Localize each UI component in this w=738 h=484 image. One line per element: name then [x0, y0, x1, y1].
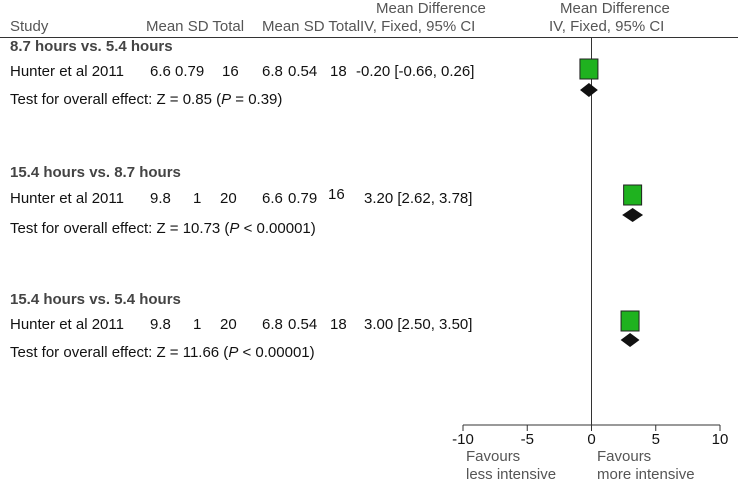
mean2-value: 6.8 [262, 63, 283, 80]
overall-effect-post: < 0.00001) [239, 220, 316, 237]
sd2-value: 0.79 [288, 190, 318, 207]
favours-right-line1: Favours [597, 448, 652, 465]
sd1-value: 0.79 [175, 63, 205, 80]
study-name: Hunter et al 2011 [10, 190, 124, 207]
n2-value: 16 [328, 186, 345, 203]
overall-effect: Test for overall effect: Z = 11.66 (P < … [10, 344, 315, 362]
sd2-value: 0.54 [288, 316, 318, 333]
overall-effect-post: = 0.39) [231, 91, 283, 108]
favours-left-line1: Favours [466, 448, 521, 465]
favours-left-line2: less intensive [466, 466, 557, 483]
overall-effect-post: < 0.00001) [238, 344, 315, 361]
study-weight-square [620, 310, 640, 332]
header-ci-line1: Mean Difference [376, 0, 486, 17]
favours-right-line2: more intensive [597, 466, 695, 483]
x-tick-label: 5 [652, 431, 660, 448]
study-weight-square [623, 184, 643, 206]
study-weight-square [579, 58, 599, 80]
mean2-value: 6.6 [262, 190, 283, 207]
mean1-value: 9.8 [150, 190, 171, 207]
mean2-value: 6.8 [262, 316, 283, 333]
overall-effect-p: P [228, 344, 239, 361]
overall-effect: Test for overall effect: Z = 0.85 (P = 0… [10, 91, 282, 109]
header-group1: Mean SD Total [146, 18, 245, 35]
n1-value: 20 [220, 316, 237, 333]
pooled-diamond [622, 208, 644, 222]
x-tick-label: 0 [587, 431, 595, 448]
x-tick-label: -10 [452, 431, 474, 448]
sd1-value: 1 [193, 316, 202, 333]
overall-effect: Test for overall effect: Z = 10.73 (P < … [10, 220, 316, 238]
ci-text: 3.00 [2.50, 3.50] [364, 316, 473, 333]
subgroup-title: 15.4 hours vs. 5.4 hours [10, 291, 181, 308]
x-tick-label: 10 [712, 431, 729, 448]
sd2-value: 0.54 [288, 63, 318, 80]
header-ci-line2: IV, Fixed, 95% CI [360, 18, 476, 35]
n1-value: 16 [222, 63, 239, 80]
n2-value: 18 [330, 63, 347, 80]
header-study: Study [10, 18, 49, 35]
x-tick-label: -5 [521, 431, 534, 448]
header-plot-line1: Mean Difference [560, 0, 670, 17]
header-group2: Mean SD Total [262, 18, 361, 35]
overall-effect-pre: Test for overall effect: Z = 0.85 ( [10, 91, 222, 108]
overall-effect-pre: Test for overall effect: Z = 10.73 ( [10, 220, 230, 237]
ci-text: -0.20 [-0.66, 0.26] [356, 63, 475, 80]
n2-value: 18 [330, 316, 347, 333]
ci-text: 3.20 [2.62, 3.78] [364, 190, 473, 207]
subgroup-title: 8.7 hours vs. 5.4 hours [10, 38, 173, 55]
n1-value: 20 [220, 190, 237, 207]
study-name: Hunter et al 2011 [10, 63, 124, 80]
header-plot-line2: IV, Fixed, 95% CI [549, 18, 665, 35]
study-name: Hunter et al 2011 [10, 316, 124, 333]
overall-effect-pre: Test for overall effect: Z = 11.66 ( [10, 344, 229, 361]
pooled-diamond [620, 333, 640, 347]
mean1-value: 6.6 [150, 63, 171, 80]
mean1-value: 9.8 [150, 316, 171, 333]
pooled-diamond [580, 83, 598, 97]
overall-effect-p: P [221, 91, 232, 108]
sd1-value: 1 [193, 190, 202, 207]
overall-effect-p: P [229, 220, 240, 237]
subgroup-title: 15.4 hours vs. 8.7 hours [10, 164, 181, 181]
